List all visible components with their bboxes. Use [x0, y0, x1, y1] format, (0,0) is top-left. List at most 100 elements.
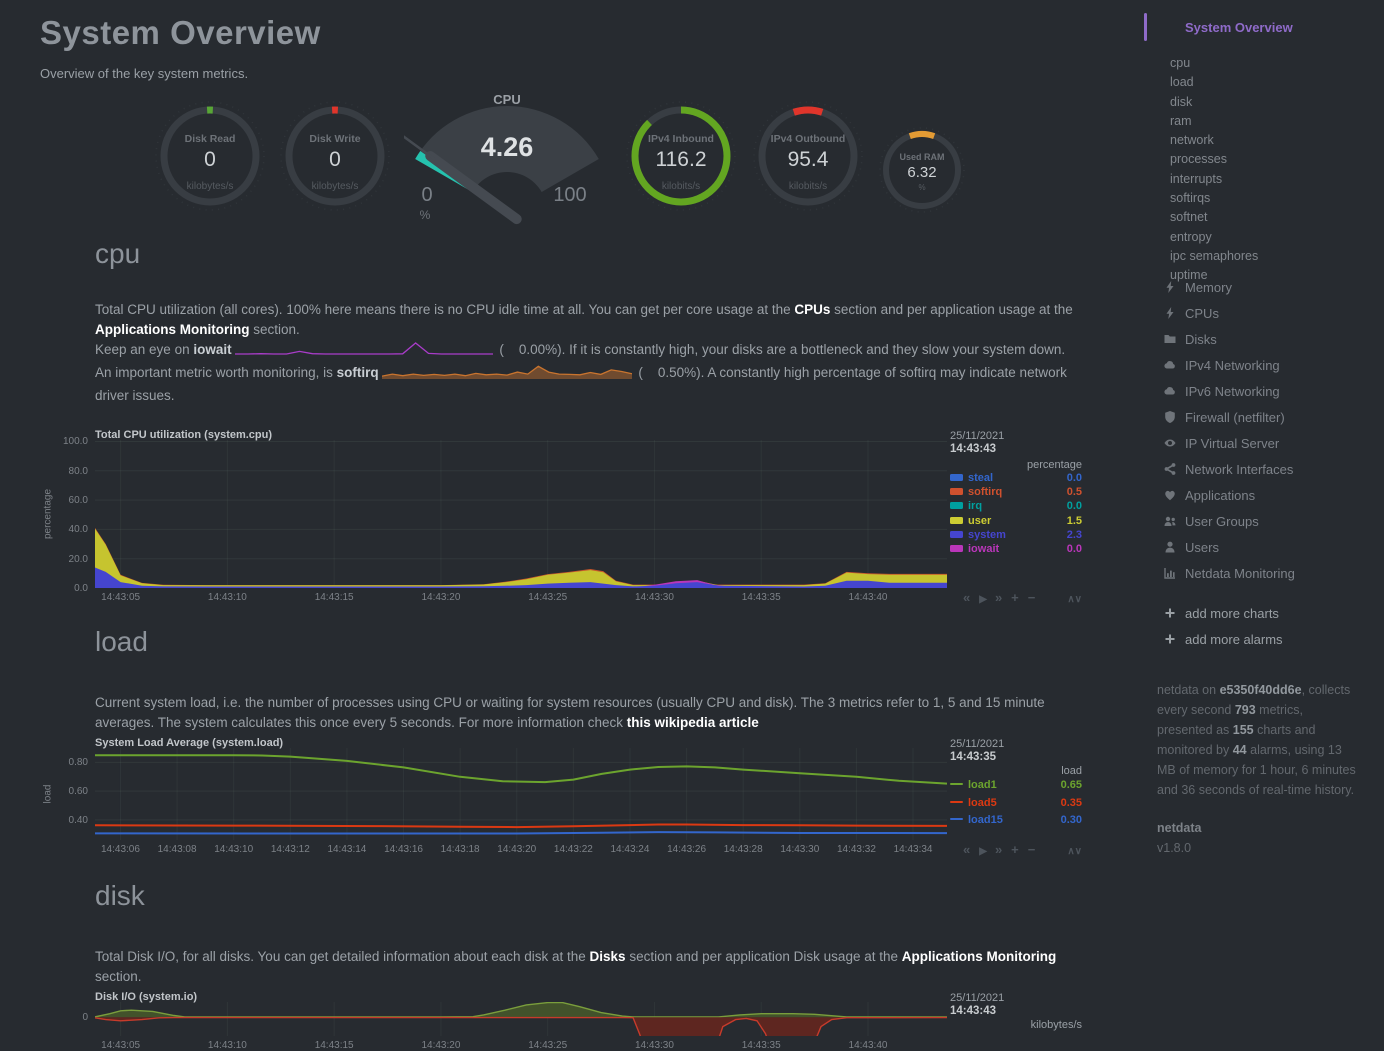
legend-unit-header: kilobytes/s — [1030, 1019, 1082, 1031]
gauge-cpu[interactable]: CPU 4.26 0 100% — [404, 88, 610, 228]
x-tick-label: 14:43:20 — [497, 844, 537, 855]
add-more-charts-button[interactable]: add more charts — [1164, 606, 1283, 632]
legend-row-user[interactable]: user 1.5 — [950, 515, 1092, 529]
sidebar-item-memory[interactable]: Memory — [1164, 280, 1295, 306]
chart-title: Disk I/O (system.io) — [95, 991, 198, 1003]
toolbar-resize-button[interactable]: ∧∨ — [1067, 594, 1082, 605]
legend-name: softirq — [950, 486, 1002, 498]
toolbar-resize-button[interactable]: ∧∨ — [1067, 846, 1082, 857]
legend-value: 0.65 — [1060, 779, 1082, 791]
legend-row-softirq[interactable]: softirq 0.5 — [950, 486, 1092, 500]
sidebar-subitem-load[interactable]: load — [1170, 75, 1194, 90]
x-tick-label: 14:43:20 — [421, 592, 461, 603]
toolbar-zoom-in-button[interactable]: + — [1011, 842, 1019, 857]
sidebar-item-label: IPv6 Networking — [1185, 384, 1280, 399]
gauge-disk-read[interactable]: Disk Read 0 kilobytes/s — [148, 96, 272, 236]
x-tick-label: 14:43:35 — [741, 592, 781, 603]
sidebar-subitem-ipc-semaphores[interactable]: ipc semaphores — [1170, 248, 1259, 263]
sidebar-item-netdata-monitoring[interactable]: Netdata Monitoring — [1164, 566, 1295, 592]
legend-time: 14:43:43 — [950, 443, 997, 455]
sidebar-item-firewall-netfilter-[interactable]: Firewall (netfilter) — [1164, 410, 1295, 436]
legend-row-load15[interactable]: load15 0.30 — [950, 814, 1092, 828]
link-applications-monitoring[interactable]: Applications Monitoring — [901, 949, 1057, 964]
y-tick-label: 20.0 — [68, 553, 88, 565]
x-tick-label: 14:43:10 — [207, 592, 247, 603]
gauge-ipv4-inbound[interactable]: IPv4 Inbound 116.2 kilobits/s — [619, 96, 743, 236]
text-segment: Total Disk I/O, for all disks. You can g… — [95, 949, 590, 964]
x-tick-label: 14:43:20 — [421, 1040, 461, 1051]
sidebar-item-system-overview[interactable]: System Overview — [1164, 20, 1293, 35]
link-this-wikipedia-article[interactable]: this wikipedia article — [626, 715, 759, 730]
sidebar-subitem-uptime[interactable]: uptime — [1170, 268, 1208, 283]
sidebar-item-network-interfaces[interactable]: Network Interfaces — [1164, 462, 1295, 488]
sidebar-info-text: netdata on e5350f40dd6e, collects every … — [1157, 680, 1359, 800]
page-subtitle: Overview of the key system metrics. — [40, 66, 249, 81]
sidebar-subitem-softirqs[interactable]: softirqs — [1170, 191, 1211, 206]
cpu-paragraph: Total CPU utilization (all cores). 100% … — [95, 300, 1095, 340]
load-description: Current system load, i.e. the number of … — [95, 693, 1095, 733]
sidebar-subitem-entropy[interactable]: entropy — [1170, 229, 1212, 244]
sidebar-subitem-interrupts[interactable]: interrupts — [1170, 171, 1223, 186]
toolbar-zoom-out-button[interactable]: − — [1027, 590, 1036, 605]
sidebar-subitem-softnet[interactable]: softnet — [1170, 210, 1208, 225]
y-tick-label: 100.0 — [62, 436, 88, 448]
info-segment: 793 — [1234, 703, 1256, 717]
toolbar-play-button[interactable]: ▶ — [979, 594, 987, 605]
legend-row-iowait[interactable]: iowait 0.0 — [950, 543, 1092, 557]
legend-row-system[interactable]: system 2.3 — [950, 529, 1092, 543]
link-disks[interactable]: Disks — [589, 949, 626, 964]
sidebar-subitem-ram[interactable]: ram — [1170, 113, 1192, 128]
toolbar-zoom-in-button[interactable]: + — [1011, 590, 1019, 605]
sidebar-item-applications[interactable]: Applications — [1164, 488, 1295, 514]
section-heading-load: load — [95, 626, 148, 657]
sidebar-subitem-disk[interactable]: disk — [1170, 94, 1193, 109]
toolbar-play-button[interactable]: ▶ — [979, 846, 987, 857]
heart-icon — [1164, 489, 1177, 501]
sidebar-item-cpus[interactable]: CPUs — [1164, 306, 1295, 332]
chart-plot-area[interactable] — [94, 1001, 948, 1051]
sidebar-footer-version: v1.8.0 — [1157, 841, 1192, 855]
sidebar-subitem-network[interactable]: network — [1170, 133, 1214, 148]
legend-value: 0.0 — [1066, 543, 1082, 555]
legend-row-load5[interactable]: load5 0.35 — [950, 797, 1092, 811]
info-segment: metrics, presented as — [1157, 703, 1303, 737]
sidebar-item-ipv6-networking[interactable]: IPv6 Networking — [1164, 384, 1295, 410]
legend-unit-header: percentage — [1026, 459, 1082, 471]
sidebar-item-ipv4-networking[interactable]: IPv4 Networking — [1164, 358, 1295, 384]
legend-row-steal[interactable]: steal 0.0 — [950, 472, 1092, 486]
link-cpus[interactable]: CPUs — [794, 302, 831, 317]
legend-value: 1.5 — [1066, 514, 1082, 527]
sidebar-item-label: IPv4 Networking — [1185, 358, 1280, 373]
text-segment: ( 0.50%). A constantly high percentage o… — [95, 365, 1067, 403]
toolbar-rewind-button[interactable]: « — [963, 842, 971, 857]
sidebar-item-ip-virtual-server[interactable]: IP Virtual Server — [1164, 436, 1295, 462]
gauge-label: Used RAM — [899, 152, 945, 162]
toolbar-zoom-out-button[interactable]: − — [1027, 842, 1036, 857]
x-tick-label: 14:43:05 — [101, 1040, 141, 1051]
sidebar-item-users[interactable]: Users — [1164, 540, 1295, 566]
toolbar-forward-button[interactable]: » — [994, 842, 1003, 857]
link-applications-monitoring[interactable]: Applications Monitoring — [95, 322, 250, 337]
share-icon — [1164, 463, 1177, 475]
sidebar-item-disks[interactable]: Disks — [1164, 332, 1295, 358]
toolbar-rewind-button[interactable]: « — [963, 590, 971, 605]
toolbar-forward-button[interactable]: » — [994, 590, 1003, 605]
sidebar-subitem-processes[interactable]: processes — [1170, 152, 1227, 167]
chart-plot-area[interactable] — [95, 440, 947, 593]
legend-name: load1 — [950, 779, 997, 791]
sidebar-subitem-cpu[interactable]: cpu — [1170, 56, 1191, 70]
legend-row-irq[interactable]: irq 0.0 — [950, 500, 1092, 514]
gauge-ipv4-outbound[interactable]: IPv4 Outbound 95.4 kilobits/s — [746, 96, 870, 236]
add-more-alarms-button[interactable]: add more alarms — [1164, 632, 1283, 658]
gauge-used-ram[interactable]: Used RAM 6.32% — [878, 122, 966, 222]
text-segment: Total CPU utilization (all cores). 100% … — [95, 302, 795, 317]
legend-row-load1[interactable]: load1 0.65 — [950, 779, 1092, 793]
text-segment: iowait — [193, 342, 232, 357]
legend-time: 14:43:43 — [950, 1005, 997, 1017]
gauge-disk-write[interactable]: Disk Write 0 kilobytes/s — [273, 96, 397, 236]
chart-plot-area[interactable] — [94, 748, 948, 845]
text-segment: An important metric worth monitoring, is — [95, 365, 337, 380]
legend-date: 25/11/2021 — [950, 738, 1005, 750]
sidebar-item-user-groups[interactable]: User Groups — [1164, 514, 1295, 540]
x-tick-label: 14:43:34 — [893, 844, 933, 855]
